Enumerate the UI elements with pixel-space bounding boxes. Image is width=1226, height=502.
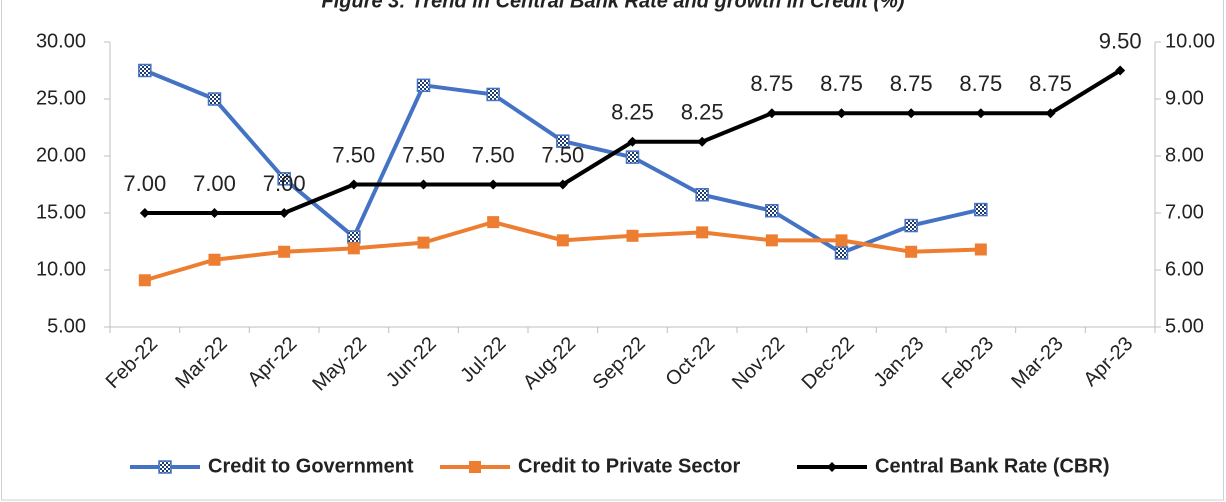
data-label: 7.00 <box>123 171 166 196</box>
data-label: 8.25 <box>681 100 724 125</box>
marker <box>974 243 987 256</box>
y-tick-label: 20.00 <box>36 144 86 166</box>
marker <box>488 179 499 190</box>
data-label: 8.75 <box>959 71 1002 96</box>
x-tick-label: Jul-22 <box>456 333 510 387</box>
legend-label: Credit to Government <box>208 455 414 477</box>
marker <box>277 172 291 186</box>
marker <box>278 245 291 258</box>
x-tick-label: Apr-22 <box>243 333 301 391</box>
marker <box>627 136 638 147</box>
marker <box>1115 65 1126 76</box>
x-tick-label: Mar-22 <box>171 333 231 393</box>
marker <box>695 188 709 202</box>
y2-tick-label: 9.00 <box>1165 87 1204 109</box>
y-tick-label: 25.00 <box>36 87 86 109</box>
marker <box>834 246 849 260</box>
y2-tick-label: 8.00 <box>1165 144 1204 166</box>
marker <box>208 253 221 266</box>
data-label: 8.75 <box>820 71 863 96</box>
data-label: 7.50 <box>541 142 584 167</box>
marker <box>139 208 150 218</box>
marker <box>418 179 429 190</box>
marker <box>1045 108 1056 119</box>
y2-tick-label: 6.00 <box>1165 258 1204 280</box>
marker <box>556 234 569 247</box>
x-tick-label: Jan-23 <box>870 333 929 392</box>
series-line <box>144 220 981 283</box>
data-label: 8.25 <box>611 100 654 125</box>
marker <box>626 229 639 242</box>
x-tick-label: Feb-23 <box>938 333 998 393</box>
marker <box>975 108 986 119</box>
data-label: 9.50 <box>1099 28 1142 53</box>
data-label: 7.50 <box>472 142 515 167</box>
marker <box>417 236 430 249</box>
marker <box>347 242 360 255</box>
y2-tick-label: 7.00 <box>1165 201 1204 223</box>
marker <box>556 134 570 148</box>
marker <box>696 226 709 239</box>
y-tick-label: 30.00 <box>36 30 86 52</box>
data-label: 8.75 <box>890 71 933 96</box>
y-tick-label: 5.00 <box>47 315 86 337</box>
marker <box>486 87 500 102</box>
x-tick-label: Apr-23 <box>1079 333 1137 391</box>
marker <box>765 234 778 247</box>
marker <box>348 179 359 190</box>
x-tick-label: Oct-22 <box>661 333 719 391</box>
y-tick-label: 15.00 <box>36 201 86 223</box>
legend-label: Central Bank Rate (CBR) <box>875 455 1109 477</box>
x-tick-label: Nov-22 <box>728 333 789 394</box>
marker <box>766 108 777 119</box>
marker <box>207 92 222 106</box>
marker <box>904 218 918 233</box>
data-label: 7.50 <box>332 142 375 167</box>
marker <box>835 234 848 247</box>
data-label: 7.00 <box>263 171 306 196</box>
legend-marker <box>827 462 837 472</box>
y-tick-label: 10.00 <box>36 258 86 280</box>
marker <box>416 78 431 93</box>
y2-tick-label: 5.00 <box>1165 315 1204 337</box>
data-label: 7.50 <box>402 142 445 167</box>
data-label: 8.75 <box>750 71 793 96</box>
y2-tick-label: 10.00 <box>1165 30 1215 52</box>
marker <box>209 208 220 218</box>
x-tick-label: May-22 <box>308 333 371 396</box>
chart-title: Figure 3: Trend in Central Bank Rate and… <box>321 0 904 12</box>
x-tick-label: Dec-22 <box>798 333 859 394</box>
marker <box>906 108 917 119</box>
marker <box>347 230 361 244</box>
marker <box>765 203 779 218</box>
legend-marker <box>158 460 172 474</box>
x-tick-label: Feb-22 <box>102 333 162 393</box>
x-tick-label: Jun-22 <box>382 333 441 392</box>
marker <box>279 208 290 218</box>
data-label: 8.75 <box>1029 71 1072 96</box>
legend-label: Credit to Private Sector <box>518 455 741 477</box>
marker <box>836 108 847 119</box>
marker <box>905 245 918 258</box>
marker <box>625 150 640 164</box>
marker <box>697 136 708 147</box>
marker <box>138 274 151 287</box>
marker <box>974 202 988 217</box>
x-tick-label: Mar-23 <box>1007 333 1067 393</box>
marker <box>138 63 152 78</box>
x-tick-label: Aug-22 <box>519 333 580 394</box>
legend-marker <box>469 461 481 473</box>
marker <box>557 179 568 190</box>
marker <box>487 216 500 229</box>
data-label: 7.00 <box>193 171 236 196</box>
x-tick-label: Sep-22 <box>589 333 650 394</box>
